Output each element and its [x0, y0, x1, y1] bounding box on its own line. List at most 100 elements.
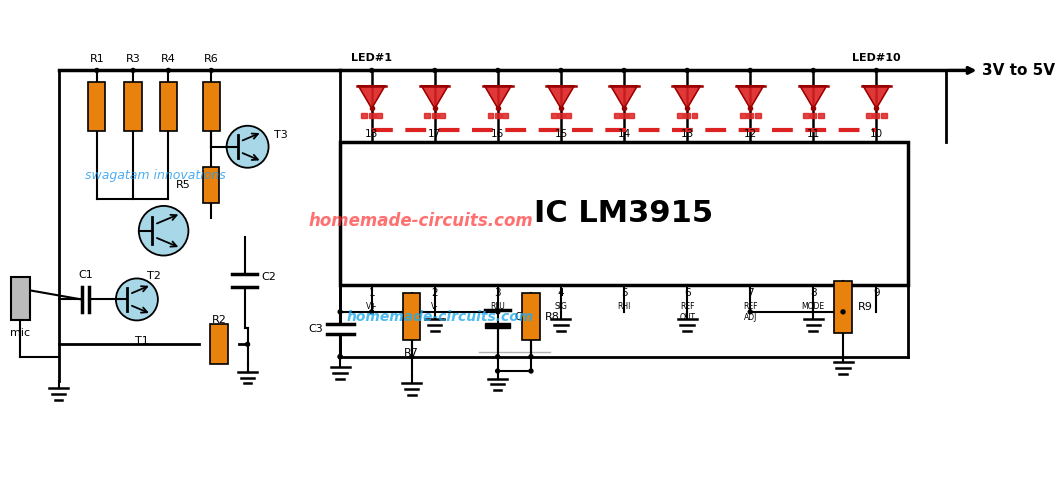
Text: R8: R8	[545, 311, 560, 322]
Polygon shape	[484, 86, 511, 108]
Text: R1: R1	[89, 54, 104, 64]
Polygon shape	[611, 86, 637, 108]
Text: MODE: MODE	[801, 302, 825, 311]
Text: V-: V-	[431, 302, 439, 311]
Text: R9: R9	[859, 302, 873, 312]
Bar	[202, 82, 219, 131]
Bar	[326, 324, 353, 334]
Circle shape	[495, 68, 500, 73]
Text: 2: 2	[431, 288, 438, 298]
Text: 10: 10	[870, 129, 883, 139]
Polygon shape	[502, 113, 508, 118]
Circle shape	[528, 354, 533, 359]
Circle shape	[432, 68, 438, 73]
Text: REF
ADJ: REF ADJ	[743, 302, 758, 322]
Text: C3: C3	[308, 324, 323, 334]
Text: 13: 13	[681, 129, 693, 139]
Circle shape	[528, 369, 533, 374]
Bar	[204, 167, 219, 203]
Polygon shape	[881, 113, 886, 118]
Bar	[88, 82, 105, 131]
Polygon shape	[369, 113, 374, 118]
Text: 12: 12	[744, 129, 757, 139]
Circle shape	[165, 68, 171, 73]
Text: T2: T2	[147, 271, 161, 281]
Circle shape	[337, 354, 342, 359]
Bar	[403, 293, 421, 340]
Text: homemade-circuits.com: homemade-circuits.com	[347, 309, 534, 324]
Polygon shape	[439, 113, 445, 118]
Text: C4: C4	[515, 311, 530, 322]
Polygon shape	[873, 113, 880, 118]
Bar	[124, 82, 142, 131]
Circle shape	[811, 68, 816, 73]
Text: IC LM3915: IC LM3915	[534, 199, 713, 228]
Bar	[210, 324, 228, 365]
Polygon shape	[863, 86, 889, 108]
Text: R6: R6	[204, 54, 218, 64]
Text: 18: 18	[365, 129, 378, 139]
Polygon shape	[614, 113, 620, 118]
Polygon shape	[817, 113, 824, 118]
Circle shape	[495, 354, 500, 359]
Text: 11: 11	[807, 129, 820, 139]
Text: SIG: SIG	[554, 302, 567, 311]
Circle shape	[116, 278, 158, 320]
Text: LED#1: LED#1	[351, 53, 392, 63]
Polygon shape	[431, 113, 438, 118]
Text: 4: 4	[558, 288, 564, 298]
Bar	[340, 142, 908, 285]
Bar	[160, 82, 177, 131]
Text: V+: V+	[366, 302, 377, 311]
Polygon shape	[803, 113, 809, 118]
Circle shape	[685, 68, 690, 73]
Circle shape	[495, 309, 500, 314]
Circle shape	[337, 309, 342, 314]
Polygon shape	[810, 113, 816, 118]
Circle shape	[227, 126, 268, 168]
Polygon shape	[674, 86, 701, 108]
Text: swagatam innovations: swagatam innovations	[86, 169, 226, 182]
Circle shape	[621, 68, 626, 73]
Polygon shape	[629, 113, 634, 118]
Polygon shape	[488, 113, 494, 118]
Circle shape	[369, 68, 374, 73]
Polygon shape	[684, 113, 690, 118]
Polygon shape	[755, 113, 760, 118]
Text: 6: 6	[684, 288, 690, 298]
Circle shape	[130, 68, 136, 73]
Text: 5: 5	[621, 288, 628, 298]
Polygon shape	[358, 86, 385, 108]
Text: RLU: RLU	[491, 302, 506, 311]
Text: 15: 15	[554, 129, 567, 139]
Text: R7: R7	[404, 348, 419, 358]
Polygon shape	[621, 113, 626, 118]
Text: 9: 9	[873, 288, 880, 298]
Circle shape	[209, 68, 214, 73]
Polygon shape	[361, 113, 367, 118]
Circle shape	[337, 354, 342, 359]
Text: 14: 14	[617, 129, 631, 139]
Text: 16: 16	[491, 129, 505, 139]
Bar	[11, 277, 30, 320]
Polygon shape	[565, 113, 571, 118]
Circle shape	[841, 309, 846, 314]
Text: REF
OUT: REF OUT	[679, 302, 695, 322]
Text: 1: 1	[369, 288, 375, 298]
Circle shape	[245, 341, 250, 347]
Bar	[523, 293, 540, 340]
Polygon shape	[747, 113, 754, 118]
Text: 3: 3	[495, 288, 501, 298]
Circle shape	[747, 309, 753, 314]
Circle shape	[369, 309, 374, 314]
Polygon shape	[800, 86, 827, 108]
Polygon shape	[691, 113, 697, 118]
Polygon shape	[677, 113, 683, 118]
Text: R3: R3	[126, 54, 141, 64]
Polygon shape	[737, 86, 763, 108]
Text: 8: 8	[810, 288, 816, 298]
Text: 3V to 5V: 3V to 5V	[983, 63, 1056, 78]
Circle shape	[139, 206, 189, 255]
Text: C1: C1	[78, 270, 92, 280]
Text: R4: R4	[161, 54, 176, 64]
